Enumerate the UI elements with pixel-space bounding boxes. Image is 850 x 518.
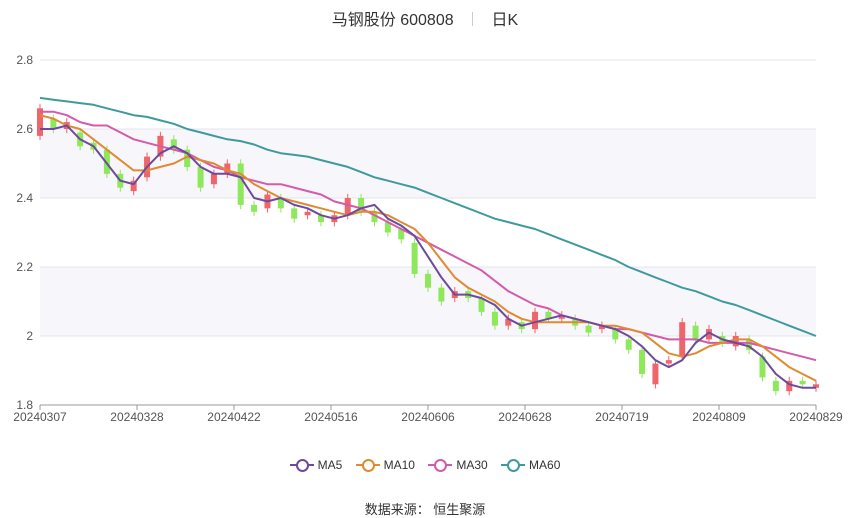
candle-body xyxy=(598,325,605,330)
y-tick-label: 2.4 xyxy=(16,191,33,205)
legend-item-ma30[interactable]: MA30 xyxy=(428,458,488,472)
candlestick-chart: 1.8 2 2.2 2.4 2.6 2.8 20240307 20240328 20240422… xyxy=(13,53,843,424)
legend-marker-icon xyxy=(289,458,314,472)
candle-body xyxy=(585,325,592,333)
series-line-ma60 xyxy=(39,96,817,337)
x-tick-label: 20240628 xyxy=(498,410,552,424)
candle-body xyxy=(786,380,793,392)
data-source: 数据来源： 恒生聚源 xyxy=(364,502,486,517)
candle-body xyxy=(224,163,231,174)
candle-body xyxy=(692,325,699,340)
candle-body xyxy=(344,198,351,216)
x-tick-label: 20240809 xyxy=(692,410,746,424)
legend-marker-icon xyxy=(428,458,453,472)
x-tick-label: 20240307 xyxy=(13,410,67,424)
candle-body xyxy=(277,198,284,209)
period-label: 日K xyxy=(491,12,519,29)
candle-body xyxy=(358,198,365,212)
y-tick-label: 2.8 xyxy=(16,53,33,67)
candle-body xyxy=(799,380,806,385)
candle-body xyxy=(505,318,512,326)
candle-body xyxy=(772,380,779,392)
x-tick-label: 20240422 xyxy=(207,410,261,424)
candle-body xyxy=(746,339,753,350)
candle-body xyxy=(558,315,565,319)
candle-body xyxy=(197,166,204,188)
candle-body xyxy=(50,118,57,129)
title-divider xyxy=(472,12,474,26)
candle-body xyxy=(425,273,431,288)
stock-name: 马钢股份 xyxy=(331,12,396,29)
candle-body xyxy=(170,139,177,150)
legend-label-ma60: MA60 xyxy=(529,458,561,472)
candle-body xyxy=(732,336,739,347)
chart-legend: MA5 MA10 MA30 MA60 xyxy=(0,458,850,472)
x-tick-label: 20240328 xyxy=(110,410,164,424)
y-tick-label: 2.6 xyxy=(16,122,33,136)
candle-body xyxy=(210,173,217,185)
candle-body xyxy=(184,149,191,167)
candle-body xyxy=(317,215,324,223)
candle-body xyxy=(384,222,391,233)
candle-body xyxy=(398,229,405,240)
grid-band xyxy=(40,129,816,198)
candle-body xyxy=(532,311,539,330)
legend-marker-icon xyxy=(501,458,526,472)
candle-body xyxy=(545,311,552,319)
legend-label-ma5: MA5 xyxy=(317,458,343,472)
candle-body xyxy=(813,384,819,388)
legend-item-ma5[interactable]: MA5 xyxy=(289,458,343,472)
candle-body xyxy=(639,349,646,374)
y-tick-label: 2.2 xyxy=(16,260,33,274)
candle-body xyxy=(665,360,672,364)
candle-body xyxy=(37,108,43,136)
candle-body xyxy=(652,363,659,385)
series-line-ma5 xyxy=(40,124,816,389)
legend-item-ma60[interactable]: MA60 xyxy=(501,458,560,472)
candle-body xyxy=(291,208,298,219)
y-tick-label: 1.8 xyxy=(16,398,33,412)
candle-body xyxy=(759,356,766,378)
candle-body xyxy=(237,163,244,205)
candle-body xyxy=(103,149,110,174)
legend-label-ma10: MA10 xyxy=(383,458,415,472)
legend-item-ma10[interactable]: MA10 xyxy=(355,458,415,472)
x-tick-label: 20240719 xyxy=(595,410,649,424)
x-tick-label: 20240829 xyxy=(789,410,843,424)
candle-body xyxy=(478,298,485,312)
candle-body xyxy=(371,211,378,223)
candle-body xyxy=(705,329,712,340)
stock-code: 600808 xyxy=(400,12,454,29)
candle-body xyxy=(130,180,137,192)
chart-title: 马钢股份 600808 日K xyxy=(0,6,850,30)
candle-body xyxy=(491,311,498,326)
x-tick-label: 20240516 xyxy=(304,410,358,424)
candle-body xyxy=(625,339,632,350)
legend-label-ma30: MA30 xyxy=(456,458,488,472)
candle-body xyxy=(411,242,418,274)
candle-body xyxy=(438,287,445,302)
candle-body xyxy=(251,204,258,212)
y-tick-label: 2 xyxy=(26,329,33,343)
x-tick-label: 20240606 xyxy=(401,410,455,424)
candle-body xyxy=(304,211,311,216)
candle-body xyxy=(612,329,619,340)
legend-marker-icon xyxy=(355,458,380,472)
